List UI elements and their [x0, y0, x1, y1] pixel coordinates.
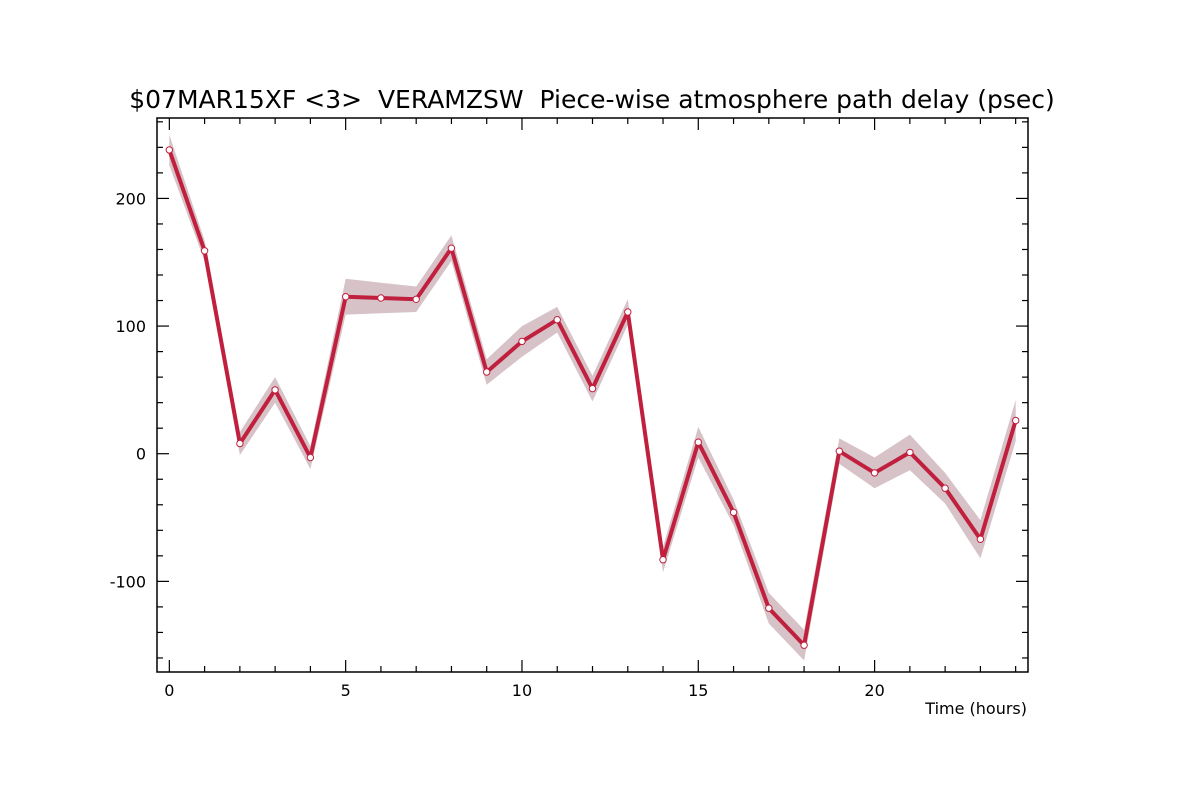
chart-title: $07MAR15XF <3> VERAMZSW Piece-wise atmos…: [129, 85, 1055, 114]
data-point: [976, 535, 985, 543]
data-point: [624, 308, 632, 316]
data-point: [483, 368, 491, 376]
error-band: [169, 134, 1016, 661]
data-point: [306, 453, 315, 462]
data-point: [165, 146, 174, 154]
tick-labels: 0 5 10 15 20 -100 0 100 200: [110, 189, 885, 700]
data-point: [941, 484, 949, 492]
error-band-layer: [169, 134, 1016, 661]
data-point: [271, 386, 279, 394]
y-tick-label: 200: [115, 189, 146, 208]
data-point: [200, 247, 209, 255]
data-point: [694, 438, 702, 446]
data-point: [236, 439, 244, 448]
data-point-layer: [165, 146, 1020, 649]
data-point: [729, 508, 738, 517]
data-point: [553, 316, 561, 324]
x-axis-label: Time (hours): [924, 699, 1027, 718]
data-point: [412, 295, 420, 303]
data-point: [588, 384, 597, 393]
data-point: [447, 244, 456, 252]
data-point: [906, 448, 914, 457]
x-tick-label: 0: [164, 681, 174, 700]
data-point: [765, 604, 773, 612]
x-tick-label: 20: [864, 681, 884, 700]
x-tick-label: 15: [688, 681, 708, 700]
data-point: [659, 556, 667, 564]
data-point: [377, 294, 385, 302]
data-point: [1012, 416, 1020, 425]
y-tick-label: 100: [115, 317, 146, 336]
y-tick-label: 0: [136, 445, 146, 464]
axis-ticks: [157, 118, 1028, 672]
data-point: [800, 641, 808, 649]
x-tick-label: 5: [341, 681, 351, 700]
data-point: [835, 447, 843, 455]
data-point: [870, 469, 879, 477]
y-tick-label: -100: [110, 572, 146, 591]
x-tick-label: 10: [512, 681, 532, 700]
data-point: [518, 337, 526, 346]
data-point: [342, 293, 350, 301]
